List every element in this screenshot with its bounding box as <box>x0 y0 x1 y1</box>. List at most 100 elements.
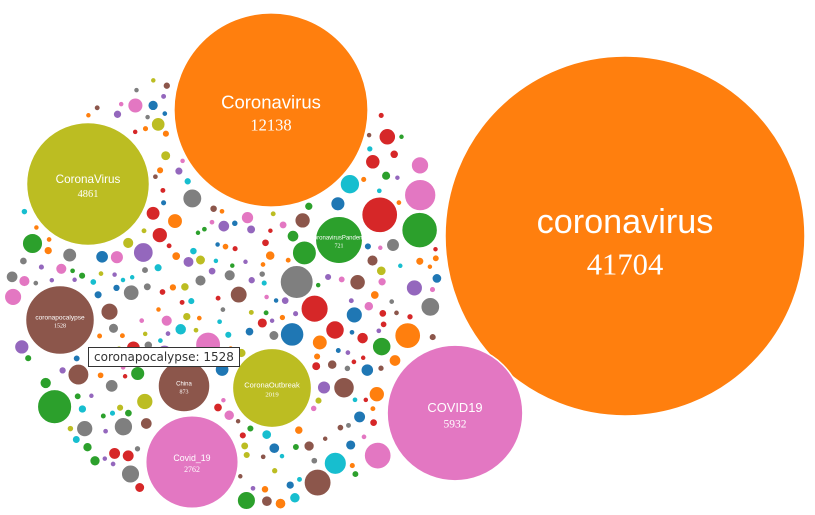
minor-hashtag-bubble[interactable] <box>143 113 152 121</box>
minor-hashtag-bubble[interactable] <box>121 448 136 463</box>
minor-hashtag-bubble[interactable] <box>259 260 267 269</box>
bubble-coronavirus[interactable]: coronavirus 41704 <box>444 55 806 417</box>
minor-hashtag-bubble[interactable] <box>257 269 267 279</box>
minor-hashtag-bubble[interactable] <box>387 297 396 306</box>
bubble-circle-coronaviruspandemic[interactable] <box>314 215 364 265</box>
minor-hashtag-bubble[interactable] <box>249 484 257 493</box>
minor-hashtag-bubble[interactable] <box>344 421 353 430</box>
minor-hashtag-bubble[interactable] <box>291 442 301 452</box>
minor-hashtag-bubble[interactable] <box>359 354 367 362</box>
minor-hashtag-bubble[interactable] <box>310 360 322 372</box>
minor-hashtag-bubble[interactable] <box>288 491 302 505</box>
minor-hashtag-bubble[interactable] <box>385 237 401 253</box>
minor-hashtag-bubble[interactable] <box>43 245 54 256</box>
minor-hashtag-bubble[interactable] <box>309 404 318 413</box>
minor-hashtag-bubble[interactable] <box>104 378 120 394</box>
minor-hashtag-bubble[interactable] <box>77 271 87 281</box>
minor-hashtag-bubble[interactable] <box>223 268 237 282</box>
minor-hashtag-bubble[interactable] <box>48 276 56 284</box>
minor-hashtag-bubble[interactable] <box>229 285 249 305</box>
minor-hashtag-bubble[interactable] <box>208 203 219 214</box>
minor-hashtag-bubble[interactable] <box>350 358 358 366</box>
minor-hashtag-bubble[interactable] <box>269 209 278 218</box>
minor-hashtag-bubble[interactable] <box>371 336 392 357</box>
minor-hashtag-bubble[interactable] <box>109 460 117 468</box>
minor-hashtag-bubble[interactable] <box>359 175 368 184</box>
minor-hashtag-bubble[interactable] <box>388 149 400 160</box>
minor-hashtag-bubble[interactable] <box>303 201 314 212</box>
minor-hashtag-bubble[interactable] <box>262 308 271 317</box>
minor-hashtag-bubble[interactable] <box>393 321 422 350</box>
minor-hashtag-bubble[interactable] <box>118 331 127 340</box>
minor-hashtag-bubble[interactable] <box>81 441 94 453</box>
minor-hashtag-bubble[interactable] <box>323 451 348 476</box>
minor-hashtag-bubble[interactable] <box>244 326 255 337</box>
minor-hashtag-bubble[interactable] <box>112 109 123 120</box>
minor-hashtag-bubble[interactable] <box>238 430 248 440</box>
minor-hashtag-bubble[interactable] <box>339 173 361 195</box>
minor-hashtag-bubble[interactable] <box>311 334 329 351</box>
minor-hashtag-bubble[interactable] <box>368 404 377 413</box>
minor-hashtag-bubble[interactable] <box>260 428 273 441</box>
minor-hashtag-bubble[interactable] <box>154 305 163 314</box>
minor-hashtag-bubble[interactable] <box>71 434 82 445</box>
minor-hashtag-bubble[interactable] <box>158 287 167 297</box>
minor-hashtag-bubble[interactable] <box>88 454 102 467</box>
minor-hashtag-bubble[interactable] <box>344 438 357 452</box>
minor-hashtag-bubble[interactable] <box>334 346 343 355</box>
minor-hashtag-bubble[interactable] <box>149 76 158 85</box>
minor-hashtag-bubble[interactable] <box>278 219 289 230</box>
minor-hashtag-bubble[interactable] <box>343 364 352 373</box>
minor-hashtag-bubble[interactable] <box>3 287 23 307</box>
minor-hashtag-bubble[interactable] <box>324 319 346 341</box>
bubble-coronavirus[interactable]: CoronaVirus 4861 <box>25 121 151 247</box>
minor-hashtag-bubble[interactable] <box>126 96 144 115</box>
minor-hashtag-bubble[interactable] <box>183 176 193 186</box>
minor-hashtag-bubble[interactable] <box>36 388 73 425</box>
minor-hashtag-bubble[interactable] <box>332 376 356 399</box>
minor-hashtag-bubble[interactable] <box>259 452 268 461</box>
minor-hashtag-bubble[interactable] <box>153 262 164 273</box>
minor-hashtag-bubble[interactable] <box>32 223 41 232</box>
minor-hashtag-bubble[interactable] <box>262 293 271 301</box>
minor-hashtag-bubble[interactable] <box>132 86 141 94</box>
minor-hashtag-bubble[interactable] <box>170 250 182 262</box>
minor-hashtag-bubble[interactable] <box>419 296 441 318</box>
minor-hashtag-bubble[interactable] <box>221 242 230 251</box>
minor-hashtag-bubble[interactable] <box>57 365 68 376</box>
minor-hashtag-bubble[interactable] <box>123 408 134 418</box>
minor-hashtag-bubble[interactable] <box>94 249 110 265</box>
bubble-china[interactable]: China 873 <box>157 359 211 413</box>
minor-hashtag-bubble[interactable] <box>309 456 319 466</box>
minor-hashtag-bubble[interactable] <box>214 294 223 303</box>
minor-hashtag-bubble[interactable] <box>99 412 108 420</box>
minor-hashtag-bubble[interactable] <box>347 296 356 305</box>
minor-hashtag-bubble[interactable] <box>213 240 222 249</box>
minor-hashtag-bubble[interactable] <box>267 329 280 342</box>
minor-hashtag-bubble[interactable] <box>375 264 388 277</box>
minor-hashtag-bubble[interactable] <box>426 262 434 271</box>
minor-hashtag-bubble[interactable] <box>365 131 373 139</box>
minor-hashtag-bubble[interactable] <box>364 153 382 171</box>
bubble-covid-19[interactable]: Covid_19 2762 <box>144 414 240 510</box>
minor-hashtag-bubble[interactable] <box>326 358 338 371</box>
minor-hashtag-bubble[interactable] <box>363 300 375 313</box>
minor-hashtag-bubble[interactable] <box>193 274 208 288</box>
minor-hashtag-bubble[interactable] <box>345 305 364 324</box>
minor-hashtag-bubble[interactable] <box>336 423 345 432</box>
minor-hashtag-bubble[interactable] <box>119 276 127 284</box>
minor-hashtag-bubble[interactable] <box>107 322 120 335</box>
minor-hashtag-bubble[interactable] <box>110 270 119 279</box>
minor-hashtag-bubble[interactable] <box>216 219 231 233</box>
bubble-coronapocalypse[interactable]: coronapocalypse 1528 <box>24 284 96 356</box>
minor-hashtag-bubble[interactable] <box>321 434 329 443</box>
minor-hashtag-bubble[interactable] <box>286 229 300 243</box>
minor-hashtag-bubble[interactable] <box>241 258 250 266</box>
minor-hashtag-bubble[interactable] <box>108 409 117 418</box>
minor-hashtag-bubble[interactable] <box>160 109 169 118</box>
minor-hashtag-bubble[interactable] <box>168 282 178 293</box>
minor-hashtag-bubble[interactable] <box>93 289 104 300</box>
minor-hashtag-bubble[interactable] <box>178 157 187 165</box>
minor-hashtag-bubble[interactable] <box>344 348 352 357</box>
minor-hashtag-bubble[interactable] <box>161 129 171 139</box>
